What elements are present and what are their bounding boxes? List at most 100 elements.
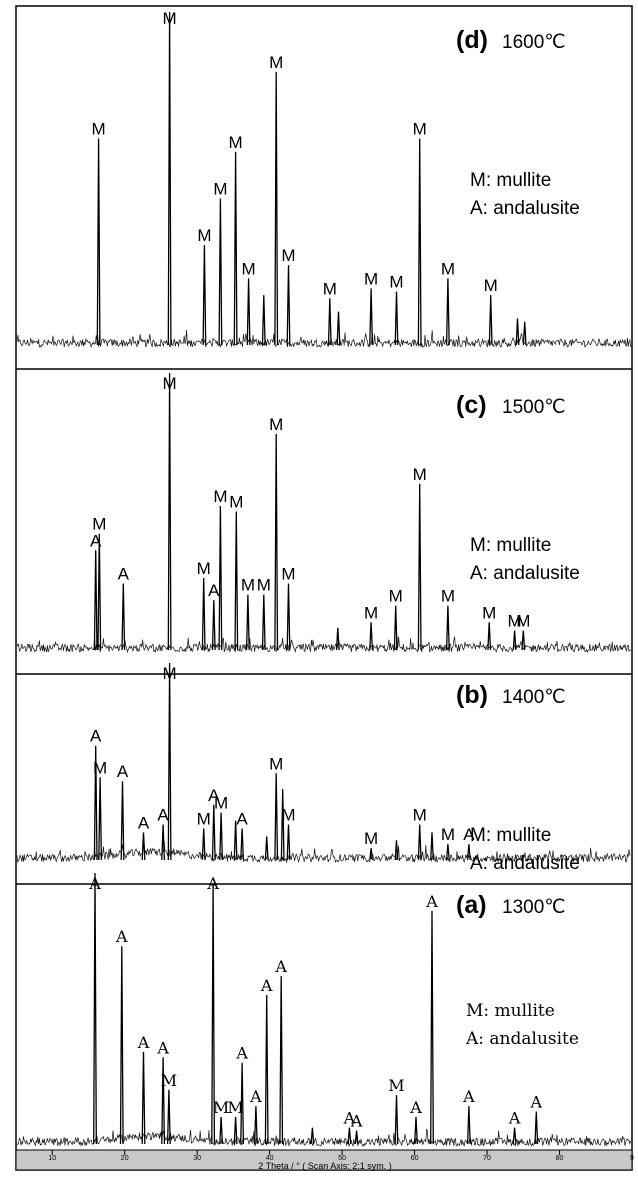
peak-label-c-17: M [482,603,496,622]
peak-label-a-19: A [508,1109,521,1128]
peak-label-d-12: M [389,273,403,292]
panel-label-d: (d) [456,26,488,54]
panel-title-d: (d) 1600℃ [456,26,566,54]
peak-label-a-4: M [161,1071,177,1090]
peak-label-a-8: A [235,1044,248,1063]
peak-b-8 [219,812,224,861]
peak-label-b-7: A [208,786,220,805]
legend-mullite-b: M: mullite [470,825,551,846]
panel-title-a: (a) 1300℃ [456,891,566,919]
peak-a-16 [414,1116,418,1145]
peak-b-17 [417,824,422,861]
legend-d: M: mullite A: andalusite [470,170,580,219]
peak-c-12 [335,627,340,651]
x-tick-label-90: 9 [630,1155,634,1162]
legend-mullite-a: M: mullite [466,1001,555,1021]
peak-label-d-2: M [197,226,211,245]
peak-a-10 [264,994,269,1145]
peak-b-6 [201,828,206,861]
peak-d-5 [246,278,251,346]
peak-label-a-20: A [530,1093,543,1112]
peak-a-1 [119,946,124,1145]
peak-c-18 [512,630,517,651]
peak-a-9 [253,1106,258,1145]
peak-b-2 [120,781,125,861]
peak-b-7 [211,804,216,861]
peak-d-3 [218,198,223,346]
panel-temperature-c: 1500℃ [502,397,566,418]
peak-b-15 [369,848,374,861]
peak-label-d-7: M [269,53,283,72]
peak-a-19 [512,1127,517,1145]
peak-b-13 [280,789,285,861]
peak-label-c-10: M [269,415,283,434]
peak-label-a-5: A [206,874,219,893]
peak-label-b-1: M [93,758,107,777]
peak-b-12 [274,773,279,861]
x-tick-label-10: 10 [48,1155,56,1162]
peak-b-16 [394,840,399,861]
peak-a-6 [219,1116,224,1145]
x-tick-label-60: 60 [411,1155,419,1162]
peak-d-1 [167,11,172,346]
legend-andalusite-d: A: andalusite [470,198,580,219]
peak-d-13 [417,138,422,346]
peak-label-d-8: M [281,246,295,265]
peak-c-5 [211,600,216,651]
peak-a-13 [347,1127,352,1145]
peak-label-a-16: A [409,1098,422,1117]
peak-a-8 [240,1062,245,1145]
x-tick-label-50: 50 [338,1155,346,1162]
x-tick-label-20: 20 [121,1155,129,1162]
peak-label-c-7: M [229,493,243,512]
peak-label-a-13: A [343,1109,356,1128]
peak-label-a-11: A [274,957,287,976]
peak-label-a-1: A [115,927,128,946]
panel-label-b: (b) [456,681,488,709]
peak-a-0 [93,872,97,1145]
panel-title-b: (b) 1400℃ [456,681,566,709]
pattern-trace-c [16,636,631,654]
peak-label-b-3: A [138,813,150,832]
peak-label-a-6: M [213,1098,229,1117]
peak-label-c-16: M [441,587,455,606]
peak-label-c-2: A [118,565,130,584]
peak-b-18 [430,832,434,861]
peak-d-7 [274,71,279,346]
peak-label-b-0: A [90,727,102,746]
peak-label-c-8: M [241,576,255,595]
peak-label-a-10: A [260,976,273,995]
legend-andalusite-b: A: andalusite [470,853,580,874]
peak-label-a-3: A [156,1038,169,1057]
peak-a-20 [534,1111,539,1145]
panel-label-c: (c) [456,391,487,419]
peak-label-d-11: M [364,269,378,288]
peak-c-11 [286,583,291,651]
legend-andalusite-c: A: andalusite [470,563,580,584]
peak-label-d-9: M [323,279,337,298]
peak-d-10 [336,311,341,346]
peak-label-c-0: A [90,531,102,550]
peak-d-16 [515,318,520,346]
peak-label-a-0: A [88,874,101,893]
peak-label-c-15: M [413,465,427,484]
peak-b-0 [93,745,98,861]
peak-d-2 [202,245,207,346]
peak-b-3 [141,832,146,861]
peak-label-a-2: A [137,1033,150,1052]
x-tick-label-70: 70 [483,1155,491,1162]
peak-label-b-12: M [269,754,283,773]
peak-b-9 [233,820,238,861]
legend-c: M: mullite A: andalusite [470,535,580,584]
peak-label-a-15: M [388,1076,404,1095]
peak-label-c-11: M [281,565,295,584]
peak-c-14 [393,605,398,651]
peak-c-13 [369,622,374,651]
peak-label-c-4: M [197,559,211,578]
peak-a-18 [466,1106,471,1145]
peak-c-17 [487,622,492,651]
peak-label-c-18: M [508,612,522,631]
